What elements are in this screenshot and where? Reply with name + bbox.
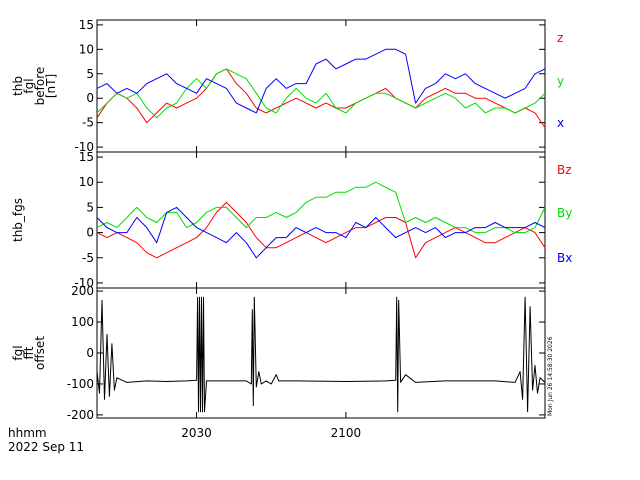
panel-fgs: 15 10 5 0 -5 -10 thb_fgs Bz By Bx (11, 150, 572, 290)
series-line-by (96, 181, 546, 234)
x-tick-label: 2100 (331, 426, 362, 440)
legend-y: y (557, 74, 564, 88)
y-axis-label: offset (33, 336, 47, 370)
y-tick-label: 200 (71, 284, 94, 298)
y-tick-label: 10 (79, 175, 94, 189)
legend-x: x (557, 116, 564, 130)
series-line-offset (96, 296, 546, 413)
series-line-bx (96, 206, 546, 259)
panel-frame (96, 287, 546, 419)
series-line-y (96, 68, 546, 119)
footer-hhmm: hhmm (8, 426, 47, 440)
y-tick-label: -100 (67, 377, 94, 391)
series-line-x (96, 48, 546, 114)
legend-z: z (557, 31, 563, 45)
y-tick-label: 0 (86, 91, 94, 105)
y-axis-label: before (33, 67, 47, 106)
timestamp-stamp: Mon Jun 26 14:58:30 2026 (547, 336, 554, 416)
y-tick-label: -10 (74, 140, 94, 154)
y-axis-label: fgl (22, 78, 36, 93)
y-tick-label: -200 (67, 408, 94, 422)
y-tick-label: 0 (86, 346, 94, 360)
y-axis-label: fft (22, 346, 36, 359)
y-tick-label: -5 (82, 116, 94, 130)
y-axis-label: fgl (11, 345, 25, 360)
y-axis-label: thb_fgs (11, 198, 25, 242)
panel-frame (96, 19, 546, 153)
legend-bz: Bz (557, 163, 572, 177)
y-tick-label: 5 (86, 200, 94, 214)
y-tick-label: 15 (79, 18, 94, 32)
y-tick-label: 10 (79, 42, 94, 56)
y-tick-label: 0 (86, 226, 94, 240)
legend-by: By (557, 206, 572, 220)
y-axis-label: thb (11, 76, 25, 96)
y-tick-label: 15 (79, 150, 94, 164)
y-tick-label: 100 (71, 315, 94, 329)
series-line-bz (96, 201, 546, 259)
y-tick-label: 5 (86, 67, 94, 81)
y-axis-label: [nT] (44, 74, 58, 98)
y-tick-label: -5 (82, 251, 94, 265)
time-axis: 2030 2100 (181, 426, 361, 440)
y-tick-label: -10 (74, 276, 94, 290)
legend-bx: Bx (557, 251, 572, 265)
footer-date: 2022 Sep 11 (8, 440, 84, 454)
x-tick-label: 2030 (181, 426, 212, 440)
